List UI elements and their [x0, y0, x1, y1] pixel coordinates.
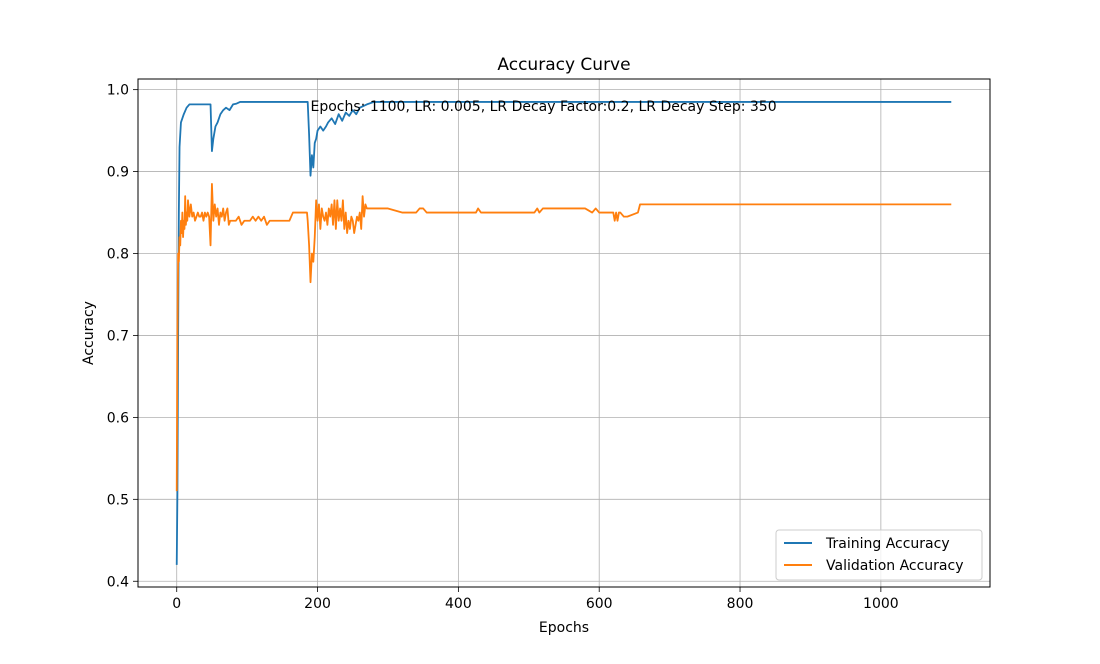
legend-box [775, 529, 983, 581]
y-tick-label: 0.6 [107, 410, 129, 426]
legend: Training Accuracy Validation Accuracy [775, 529, 983, 581]
chart-annotation: Epochs: 1100, LR: 0.005, LR Decay Factor… [311, 99, 777, 115]
chart-title: Accuracy Curve [497, 55, 630, 75]
x-tick-label: 600 [586, 596, 613, 612]
y-tick-label: 0.7 [107, 328, 129, 344]
validation-accuracy-line [175, 182, 952, 492]
x-tick-label: 400 [445, 596, 472, 612]
y-tick-label: 0.9 [107, 165, 129, 181]
training-accuracy-line [175, 101, 952, 565]
grid-lines [138, 79, 990, 587]
legend-label-training: Training Accuracy [825, 536, 950, 552]
y-tick-label: 0.5 [107, 492, 129, 508]
legend-label-validation: Validation Accuracy [826, 558, 964, 574]
x-tick-label: 800 [727, 596, 754, 612]
x-tick-label: 200 [304, 596, 331, 612]
axis-ticks: 0 200 400 600 800 1000 0.4 0.5 0.6 0.7 0.8 0.9 1.0 [107, 83, 899, 612]
y-tick-label: 0.8 [107, 247, 129, 263]
y-tick-label: 1.0 [107, 83, 129, 99]
series-lines [175, 101, 952, 565]
x-axis-label: Epochs [539, 620, 589, 636]
y-axis-label: Accuracy [81, 301, 97, 365]
x-tick-label: 1000 [863, 596, 899, 612]
x-tick-label: 0 [172, 596, 181, 612]
y-tick-label: 0.4 [107, 574, 129, 590]
plot-frame [137, 78, 991, 588]
